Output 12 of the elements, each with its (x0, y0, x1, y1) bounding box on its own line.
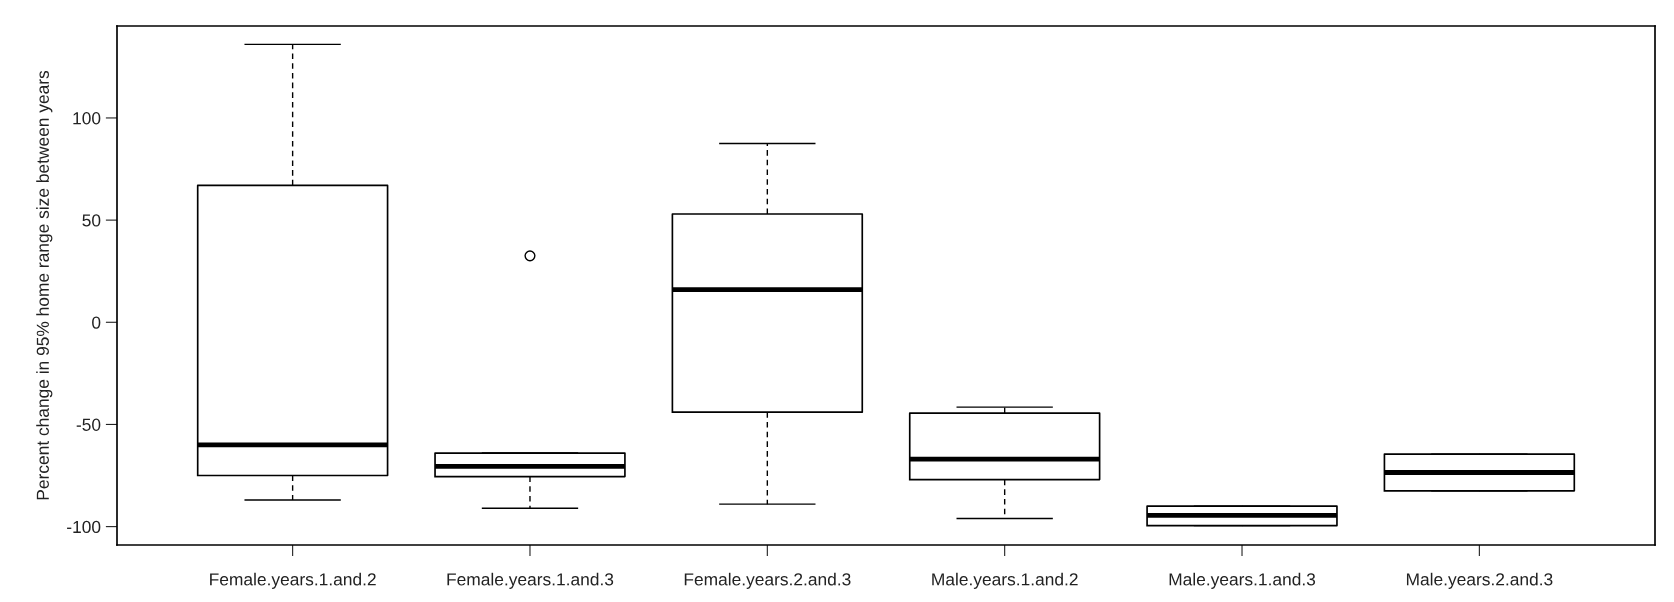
x-tick-label: Female.years.2.and.3 (684, 572, 851, 589)
x-tick-label: Female.years.1.and.3 (447, 572, 614, 589)
y-tick-label: 50 (82, 214, 101, 227)
y-tick-label: 0 (92, 316, 101, 329)
x-tick-label: Male.years.2.and.3 (1406, 572, 1553, 589)
y-tick-label: -50 (76, 418, 101, 431)
y-axis-title: Percent change in 95% home range size between years (36, 70, 53, 500)
x-tick-label: Male.years.1.and.3 (1169, 572, 1316, 589)
x-tick-label: Male.years.1.and.2 (932, 572, 1078, 589)
y-tick-label: -100 (67, 520, 101, 534)
x-tick-label: Female.years.1.and.2 (210, 572, 376, 589)
y-tick-label: 100 (73, 112, 101, 125)
